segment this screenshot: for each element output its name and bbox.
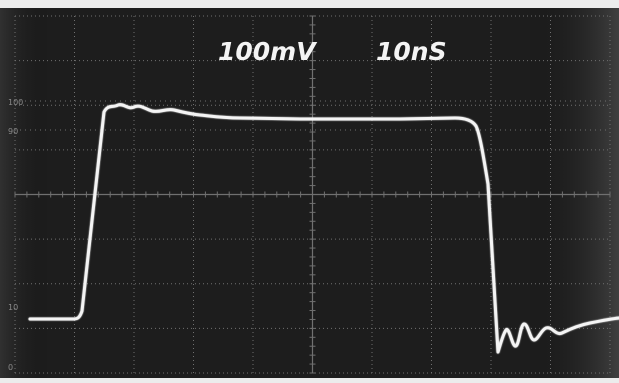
time-per-div-label: 10nS xyxy=(376,37,447,66)
volts-per-div-label: 100mV xyxy=(218,37,317,66)
graticule-90-label: 90 xyxy=(8,127,18,136)
graticule-10-label: 10 xyxy=(8,303,18,312)
graticule-100-label: 100 xyxy=(8,98,23,107)
scope-display: 100 90 10 0 100mV 10nS xyxy=(0,8,619,378)
oscilloscope-screen: 100 90 10 0 100mV 10nS xyxy=(0,8,619,378)
graticule-0-label: 0 xyxy=(8,363,13,372)
